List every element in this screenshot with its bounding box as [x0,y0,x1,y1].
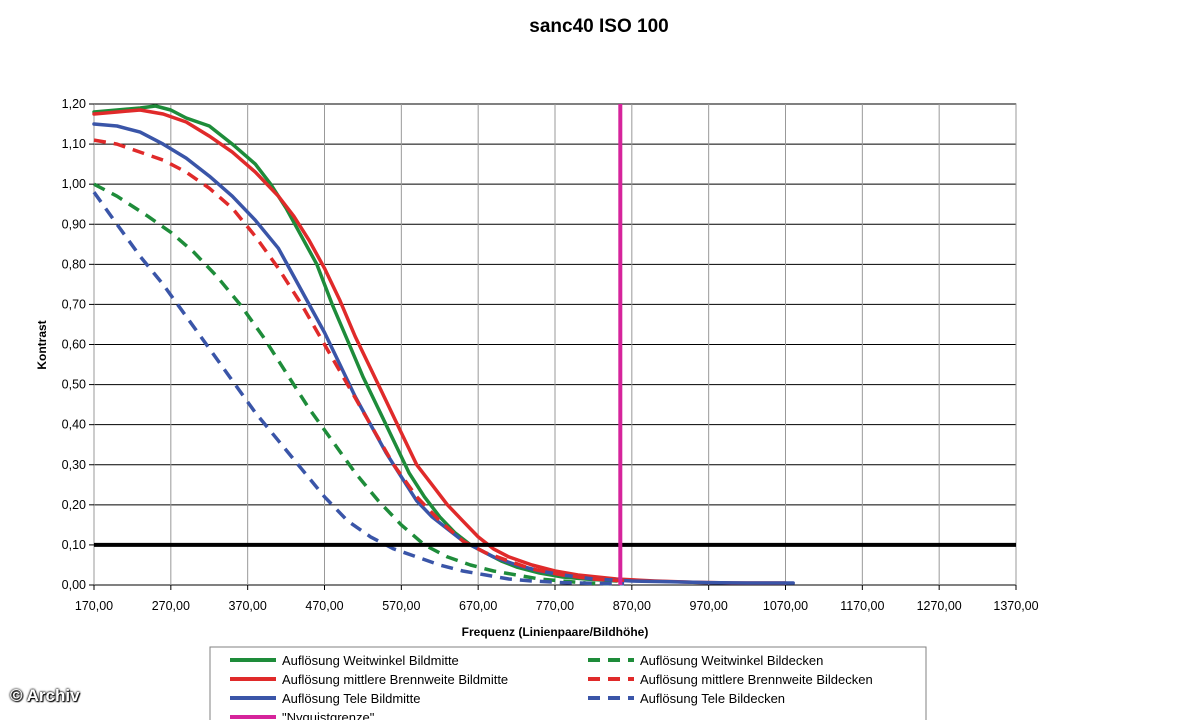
legend-label: Auflösung mittlere Brennweite Bildecken [640,672,873,687]
x-tick-label: 1370,00 [993,599,1038,613]
series-line-2 [92,108,788,585]
y-tick-label: 0,60 [62,338,86,352]
x-tick-label: 1270,00 [917,599,962,613]
y-tick-label: 0,90 [62,217,86,231]
y-tick-label: 1,00 [62,177,86,191]
legend-label: Auflösung Tele Bildecken [640,691,785,706]
y-tick-label: 0,70 [62,297,86,311]
y-tick-label: 0,40 [62,418,86,432]
y-tick-label: 0,10 [62,538,86,552]
y-axis-title: Kontrast [35,320,49,369]
x-tick-label: 870,00 [613,599,651,613]
x-tick-label: 1170,00 [840,599,884,613]
series-line-4 [93,182,609,586]
legend-label: Auflösung mittlere Brennweite Bildmitte [282,672,508,687]
y-tick-label: 1,20 [62,97,86,111]
reference-lines [94,104,1016,585]
y-tick-label: 0,50 [62,378,86,392]
y-tick-label: 0,20 [62,498,86,512]
x-tick-label: 670,00 [459,599,497,613]
x-axis-ticks: 170,00 270,00 370,00 470,00 570,00 670,00 770,… [75,585,1039,613]
legend-label: Auflösung Weitwinkel Bildmitte [282,653,459,668]
x-tick-label: 970,00 [690,599,728,613]
series-line-6 [92,191,625,586]
x-axis-title: Frequenz (Linienpaare/Bildhöhe) [462,625,649,639]
legend-label: "Nyquistgrenze" [282,710,375,720]
y-tick-label: 1,10 [62,137,86,151]
x-tick-label: 770,00 [536,599,574,613]
chart-title: sanc40 ISO 100 [529,16,668,37]
series-layer [92,104,795,586]
series-line-5 [93,138,625,583]
legend-box [209,646,927,720]
x-tick-label: 170,00 [75,599,113,613]
copyright-label: © Archiv [10,686,80,705]
y-axis-ticks: 0,00 0,10 0,20 0,30 0,40 0,50 0,60 0,70 0,80 0,90… [62,97,94,592]
x-tick-label: 1070,00 [763,599,808,613]
x-tick-label: 470,00 [305,599,343,613]
x-tick-label: 270,00 [152,599,190,613]
legend: Auflösung Weitwinkel Bildmitte Auflösung … [209,646,927,720]
x-tick-label: 570,00 [382,599,420,613]
y-tick-label: 0,80 [62,257,86,271]
x-tick-label: 370,00 [229,599,267,613]
legend-label: Auflösung Tele Bildmitte [282,691,421,706]
legend-label: Auflösung Weitwinkel Bildecken [640,653,823,668]
y-tick-label: 0,30 [62,458,86,472]
y-tick-label: 0,00 [62,578,86,592]
